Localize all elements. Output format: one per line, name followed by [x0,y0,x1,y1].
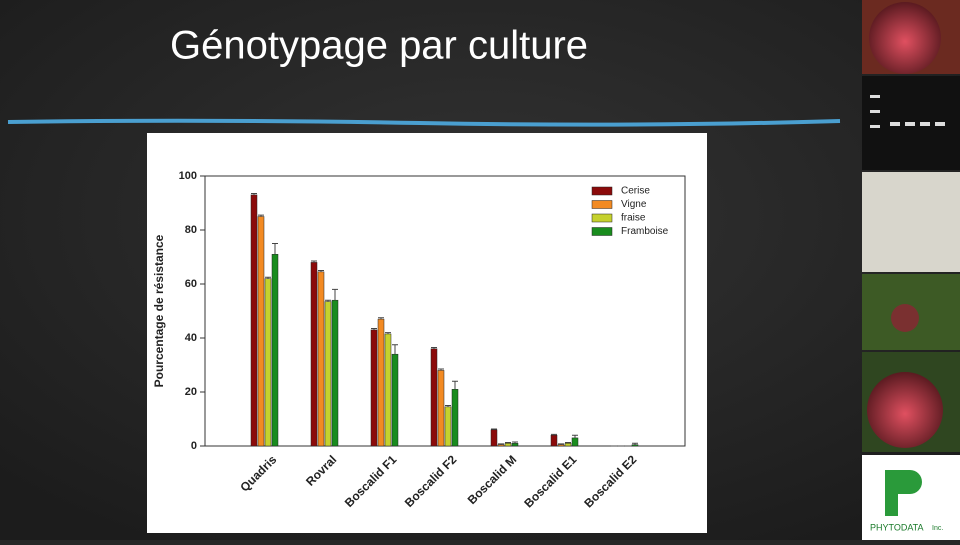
y-tick-label: 100 [179,170,197,182]
legend-swatch [591,186,613,196]
logo-panel [862,455,960,540]
bar [257,216,265,447]
bar [250,194,258,447]
slide-title: Génotypage par culture [170,24,588,68]
bar [384,333,392,447]
divider [7,118,841,127]
photo-strip: PHYTODATA Inc. [862,0,960,540]
chart-panel [147,133,707,533]
legend-swatch [591,213,613,223]
photo-fruit [869,2,941,74]
legend-label: Framboise [621,226,669,237]
bar [331,299,339,447]
photo-plates [862,172,960,272]
logo-text: PHYTODATA [870,522,924,532]
error-bar [272,243,278,255]
bar [317,271,325,447]
error-bar [445,405,451,407]
legend-label: Cerise [621,186,650,197]
bar [324,301,332,447]
error-bar [392,344,398,355]
error-bar [332,288,338,301]
error-bar [265,276,271,279]
logo-mark [885,470,922,516]
error-bar [258,214,264,217]
bar [370,329,378,447]
error-bar [371,328,377,330]
bar [377,318,385,447]
y-axis-label: Pourcentage de résistance [152,234,166,387]
bar [490,429,498,447]
error-bar [512,441,518,444]
error-bar [452,380,458,390]
error-bar [551,433,557,436]
bar [631,444,639,447]
error-bar [498,443,504,445]
error-bar [491,428,497,430]
legend-label: fraise [621,213,646,224]
error-bar [505,441,511,444]
bar [271,254,279,447]
error-bar [438,368,444,371]
bar [430,348,438,447]
bar [557,444,565,447]
bar [444,406,452,447]
bar [310,262,318,447]
photo-raspberry [867,372,943,448]
bar [504,443,512,447]
legend-swatch [591,227,613,236]
bar [391,353,399,447]
error-bar [251,193,257,195]
error-bar [378,317,384,320]
logo-suffix: Inc. [932,525,943,532]
error-bar [632,442,638,445]
error-bar [572,434,578,438]
gel-bands [870,95,945,128]
bar [451,389,459,447]
error-bar [311,260,317,263]
bar [550,434,558,447]
error-bar [318,270,324,272]
bar [564,443,572,447]
error-bar [431,346,437,349]
legend-swatch [591,200,613,209]
photo-plant [891,304,919,332]
y-tick-label: 20 [185,386,197,398]
y-tick-label: 80 [185,224,197,236]
y-tick-label: 0 [191,440,197,452]
bar [571,437,579,447]
bar [264,278,272,447]
bar [497,444,505,447]
bar [437,370,445,447]
bar [511,443,519,447]
error-bar [325,299,331,302]
y-tick-label: 60 [185,278,197,290]
error-bar [385,332,391,334]
error-bar [565,441,571,444]
y-tick-label: 40 [185,332,197,344]
legend-label: Vigne [621,199,647,210]
error-bar [558,443,564,445]
